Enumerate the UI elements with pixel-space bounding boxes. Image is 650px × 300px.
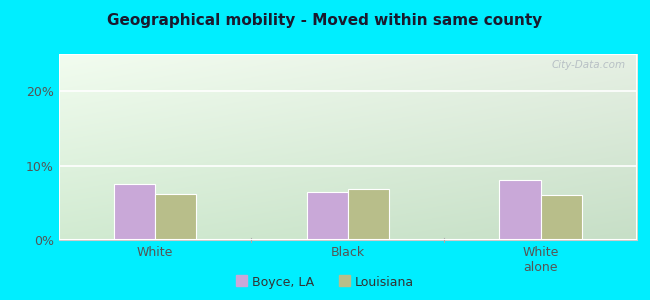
Text: Geographical mobility - Moved within same county: Geographical mobility - Moved within sam… [107, 14, 543, 28]
Text: City-Data.com: City-Data.com [551, 60, 625, 70]
Bar [307, 192, 348, 240]
Bar [541, 195, 582, 240]
Bar [499, 181, 541, 240]
Legend: Boyce, LA, Louisiana: Boyce, LA, Louisiana [231, 271, 419, 294]
Bar [155, 194, 196, 240]
Bar [114, 184, 155, 240]
Bar [348, 189, 389, 240]
